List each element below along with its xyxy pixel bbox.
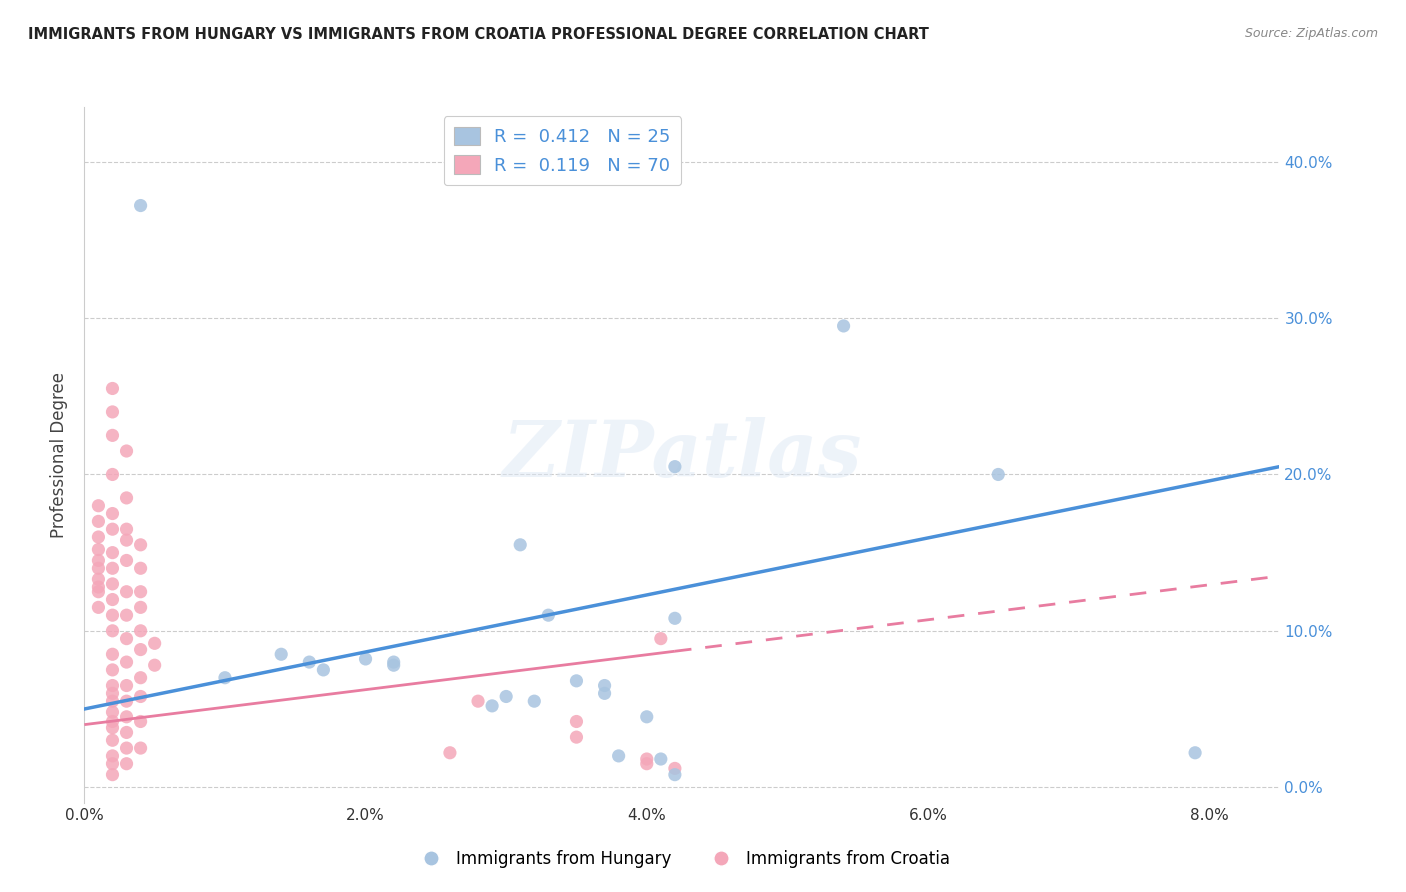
Point — [650, 632, 672, 646]
Point — [115, 741, 138, 756]
Point — [101, 705, 124, 719]
Point — [129, 198, 152, 212]
Point — [593, 679, 616, 693]
Point — [101, 733, 124, 747]
Point — [101, 686, 124, 700]
Point — [565, 730, 588, 744]
Point — [565, 714, 588, 729]
Point — [101, 647, 124, 661]
Point — [101, 624, 124, 638]
Point — [664, 761, 686, 775]
Point — [1184, 746, 1206, 760]
Point — [664, 767, 686, 781]
Point — [101, 405, 124, 419]
Point — [115, 710, 138, 724]
Point — [101, 428, 124, 442]
Point — [537, 608, 560, 623]
Point — [495, 690, 517, 704]
Point — [115, 553, 138, 567]
Text: Source: ZipAtlas.com: Source: ZipAtlas.com — [1244, 27, 1378, 40]
Point — [87, 514, 110, 528]
Point — [115, 522, 138, 536]
Point — [115, 632, 138, 646]
Point — [87, 572, 110, 586]
Point — [87, 580, 110, 594]
Point — [101, 663, 124, 677]
Point — [129, 584, 152, 599]
Point — [101, 608, 124, 623]
Point — [636, 752, 658, 766]
Point — [664, 611, 686, 625]
Point — [129, 600, 152, 615]
Point — [101, 714, 124, 729]
Point — [129, 561, 152, 575]
Point — [298, 655, 321, 669]
Point — [439, 746, 461, 760]
Point — [101, 756, 124, 771]
Point — [115, 491, 138, 505]
Point — [354, 652, 377, 666]
Y-axis label: Professional Degree: Professional Degree — [51, 372, 69, 538]
Point — [382, 655, 405, 669]
Point — [129, 624, 152, 638]
Point — [636, 710, 658, 724]
Point — [115, 694, 138, 708]
Point — [115, 655, 138, 669]
Point — [636, 756, 658, 771]
Point — [101, 546, 124, 560]
Point — [143, 636, 166, 650]
Point — [832, 318, 855, 333]
Text: IMMIGRANTS FROM HUNGARY VS IMMIGRANTS FROM CROATIA PROFESSIONAL DEGREE CORRELATI: IMMIGRANTS FROM HUNGARY VS IMMIGRANTS FR… — [28, 27, 929, 42]
Legend: Immigrants from Hungary, Immigrants from Croatia: Immigrants from Hungary, Immigrants from… — [408, 843, 956, 874]
Point — [523, 694, 546, 708]
Point — [129, 690, 152, 704]
Point — [987, 467, 1010, 482]
Point — [87, 530, 110, 544]
Point — [87, 542, 110, 557]
Point — [115, 533, 138, 548]
Point — [382, 658, 405, 673]
Point — [129, 741, 152, 756]
Point — [101, 748, 124, 763]
Point — [467, 694, 489, 708]
Point — [101, 679, 124, 693]
Point — [129, 714, 152, 729]
Point — [509, 538, 531, 552]
Point — [101, 561, 124, 575]
Point — [101, 467, 124, 482]
Point — [565, 673, 588, 688]
Point — [87, 553, 110, 567]
Point — [312, 663, 335, 677]
Point — [664, 459, 686, 474]
Point — [214, 671, 236, 685]
Point — [101, 522, 124, 536]
Point — [101, 694, 124, 708]
Point — [101, 577, 124, 591]
Point — [129, 671, 152, 685]
Text: ZIPatlas: ZIPatlas — [502, 417, 862, 493]
Point — [115, 725, 138, 739]
Point — [650, 752, 672, 766]
Point — [115, 444, 138, 458]
Point — [87, 499, 110, 513]
Point — [129, 538, 152, 552]
Point — [593, 686, 616, 700]
Point — [101, 721, 124, 735]
Point — [101, 507, 124, 521]
Point — [270, 647, 292, 661]
Point — [101, 382, 124, 396]
Point — [87, 561, 110, 575]
Point — [101, 767, 124, 781]
Point — [87, 584, 110, 599]
Point — [129, 642, 152, 657]
Point — [87, 600, 110, 615]
Point — [115, 679, 138, 693]
Point — [607, 748, 630, 763]
Point — [115, 608, 138, 623]
Point — [115, 756, 138, 771]
Point — [101, 592, 124, 607]
Point — [481, 698, 503, 713]
Point — [115, 584, 138, 599]
Point — [143, 658, 166, 673]
